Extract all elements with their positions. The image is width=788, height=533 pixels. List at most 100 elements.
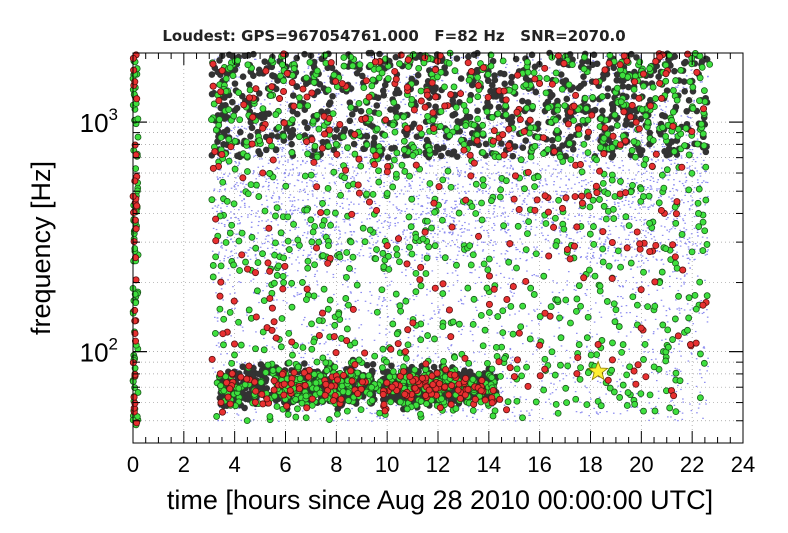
low-snr-point — [446, 166, 449, 168]
low-snr-point — [354, 188, 357, 190]
low-snr-point — [570, 187, 573, 189]
low-snr-point — [282, 235, 285, 237]
low-snr-point — [653, 146, 655, 148]
low-snr-point — [259, 359, 262, 361]
low-snr-point — [458, 330, 460, 333]
low-snr-point — [350, 292, 352, 294]
low-snr-point — [311, 365, 314, 368]
low-snr-point — [584, 179, 587, 181]
low-snr-point — [468, 138, 470, 140]
low-snr-point — [585, 160, 587, 162]
low-snr-point — [501, 122, 504, 124]
low-snr-point — [378, 296, 381, 298]
low-snr-point — [698, 403, 701, 405]
low-snr-point — [349, 291, 352, 293]
low-snr-point — [451, 240, 453, 242]
low-snr-point — [541, 380, 543, 382]
low-snr-point — [215, 292, 217, 294]
low-snr-point — [235, 162, 237, 164]
low-snr-point — [497, 171, 500, 173]
low-snr-point — [538, 191, 541, 194]
low-snr-point — [457, 300, 460, 303]
low-snr-point — [275, 261, 278, 263]
low-snr-point — [246, 314, 248, 316]
low-snr-point — [375, 176, 377, 178]
low-snr-point — [551, 72, 553, 74]
low-snr-point — [320, 160, 322, 163]
low-snr-point — [580, 237, 583, 239]
low-snr-point — [585, 294, 588, 296]
low-snr-point — [281, 189, 283, 191]
low-snr-point — [363, 399, 366, 401]
low-snr-point — [573, 285, 576, 287]
low-snr-point — [665, 315, 668, 317]
low-snr-point — [513, 415, 516, 417]
low-snr-point — [643, 180, 645, 182]
low-snr-point — [705, 399, 707, 401]
low-snr-point — [379, 308, 382, 310]
low-snr-point — [583, 180, 585, 182]
low-snr-point — [439, 254, 442, 256]
low-snr-point — [689, 259, 691, 261]
low-snr-point — [292, 244, 294, 246]
low-snr-point — [622, 169, 624, 172]
low-snr-point — [511, 210, 514, 212]
low-snr-point — [224, 189, 226, 191]
low-snr-point — [681, 412, 684, 414]
low-snr-point — [530, 92, 533, 94]
low-snr-point — [224, 255, 226, 257]
low-snr-point — [576, 232, 578, 234]
low-snr-point — [593, 407, 595, 410]
low-snr-point — [689, 144, 692, 147]
low-snr-point — [237, 300, 239, 302]
low-snr-point — [682, 255, 684, 257]
low-snr-point — [540, 206, 542, 208]
low-snr-point — [576, 340, 578, 342]
low-snr-point — [252, 170, 255, 172]
low-snr-point — [699, 243, 702, 245]
low-snr-point — [558, 327, 561, 329]
low-snr-point — [641, 281, 643, 283]
low-snr-point — [330, 157, 333, 159]
low-snr-point — [354, 118, 357, 120]
low-snr-point — [319, 418, 322, 420]
low-snr-point — [508, 277, 511, 279]
low-snr-point — [338, 238, 340, 240]
low-snr-point — [533, 340, 535, 342]
low-snr-point — [232, 127, 235, 129]
low-snr-point — [633, 240, 636, 242]
low-snr-point — [323, 81, 326, 84]
low-snr-point — [559, 231, 562, 233]
low-snr-point — [656, 188, 658, 190]
low-snr-point — [558, 172, 560, 174]
low-snr-point — [511, 295, 514, 297]
low-snr-point — [645, 257, 648, 259]
low-snr-point — [394, 241, 397, 243]
low-snr-point — [242, 181, 245, 183]
low-snr-point — [699, 197, 702, 200]
low-snr-point — [585, 203, 588, 205]
low-snr-point — [241, 125, 243, 128]
low-snr-point — [230, 157, 232, 159]
low-snr-point — [509, 160, 512, 162]
low-snr-point — [281, 244, 284, 246]
low-snr-point — [390, 280, 393, 282]
low-snr-point — [676, 308, 678, 310]
low-snr-point — [435, 241, 438, 243]
low-snr-point — [657, 412, 660, 415]
low-snr-point — [460, 135, 462, 137]
low-snr-point — [324, 199, 327, 201]
low-snr-point — [568, 237, 571, 240]
low-snr-point — [686, 115, 689, 117]
low-snr-point — [486, 243, 489, 245]
low-snr-point — [239, 182, 242, 184]
low-snr-point — [442, 140, 445, 142]
low-snr-point — [558, 380, 561, 382]
low-snr-point — [430, 317, 433, 319]
low-snr-point — [388, 225, 390, 228]
low-snr-point — [375, 392, 378, 394]
low-snr-point — [664, 101, 666, 104]
low-snr-point — [314, 173, 317, 176]
low-snr-point — [515, 151, 517, 153]
low-snr-point — [691, 203, 694, 206]
